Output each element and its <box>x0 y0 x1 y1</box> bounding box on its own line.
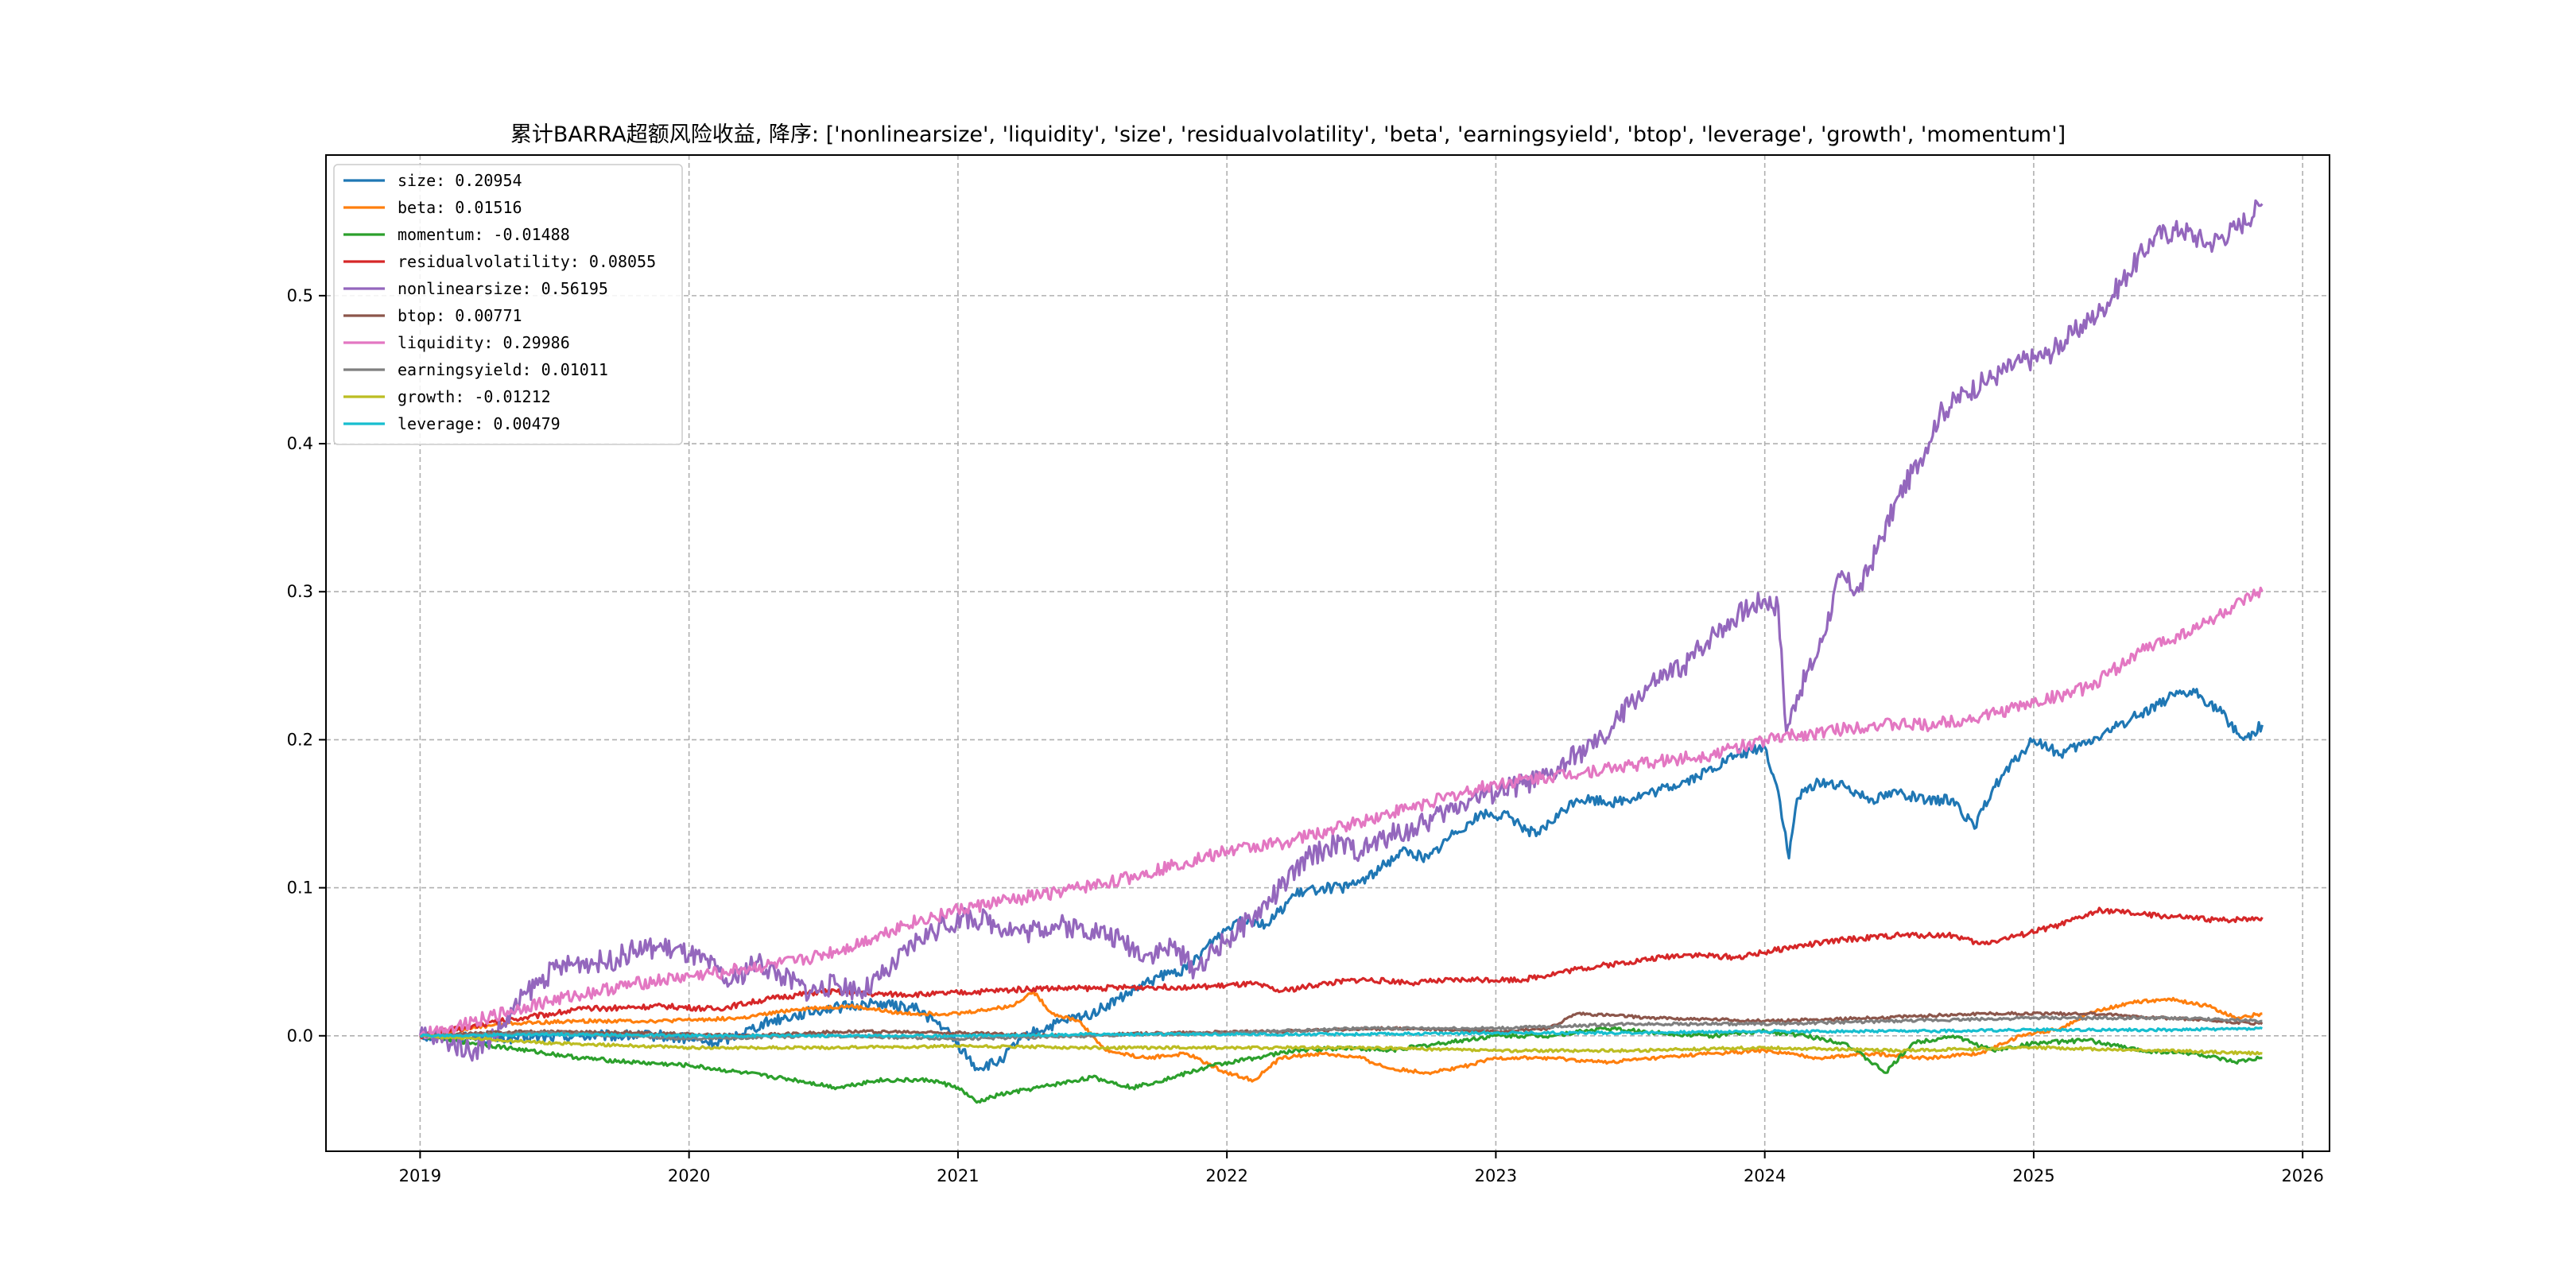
legend-label-size: size: 0.20954 <box>398 171 522 190</box>
y-tick-label: 0.5 <box>287 286 313 305</box>
legend-label-liquidity: liquidity: 0.29986 <box>398 333 570 352</box>
y-tick-label: 0.1 <box>287 879 313 898</box>
y-tick-label: 0.3 <box>287 582 313 601</box>
x-tick-label: 2025 <box>2012 1166 2054 1185</box>
x-tick-label: 2020 <box>668 1166 710 1185</box>
series-line-earningsyield <box>420 1015 2263 1042</box>
x-tick-label: 2023 <box>1475 1166 1517 1185</box>
legend-label-beta: beta: 0.01516 <box>398 198 522 217</box>
series-line-leverage <box>419 1026 2263 1038</box>
series-line-size <box>419 688 2264 1072</box>
x-tick-label: 2024 <box>1744 1166 1786 1185</box>
x-tick-label: 2022 <box>1205 1166 1247 1185</box>
series-line-residualvolatility <box>419 906 2264 1040</box>
series-line-growth <box>419 1034 2263 1056</box>
legend-label-growth: growth: -0.01212 <box>398 387 551 406</box>
series-line-liquidity <box>419 586 2264 1040</box>
legend-label-earningsyield: earningsyield: 0.01011 <box>398 360 608 379</box>
y-tick-label: 0.2 <box>287 730 313 749</box>
series-lines <box>418 199 2264 1104</box>
series-line-beta <box>419 990 2263 1083</box>
chart-title: 累计BARRA超额风险收益, 降序: ['nonlinearsize', 'li… <box>510 122 2066 147</box>
x-tick-label: 2019 <box>399 1166 441 1185</box>
series-line-nonlinearsize <box>418 199 2264 1062</box>
axis-ticks: 2019 2020 2021 2022 2023 2024 2025 2026 0.0 0.1 0.… <box>287 286 2324 1185</box>
x-tick-label: 2026 <box>2281 1166 2323 1185</box>
legend: size: 0.20954 beta: 0.01516 momentum: -0.0… <box>333 164 683 445</box>
legend-label-nonlinearsize: nonlinearsize: 0.56195 <box>398 279 608 298</box>
y-tick-label: 0.4 <box>287 434 313 453</box>
x-tick-label: 2021 <box>937 1166 979 1185</box>
y-tick-label: 0.0 <box>287 1026 313 1046</box>
legend-label-momentum: momentum: -0.01488 <box>398 225 570 244</box>
legend-label-leverage: leverage: 0.00479 <box>398 414 561 433</box>
legend-label-residualvolatility: residualvolatility: 0.08055 <box>398 252 656 271</box>
legend-box <box>333 164 683 445</box>
legend-label-btop: btop: 0.00771 <box>398 306 522 325</box>
plot-frame <box>325 154 2330 1152</box>
